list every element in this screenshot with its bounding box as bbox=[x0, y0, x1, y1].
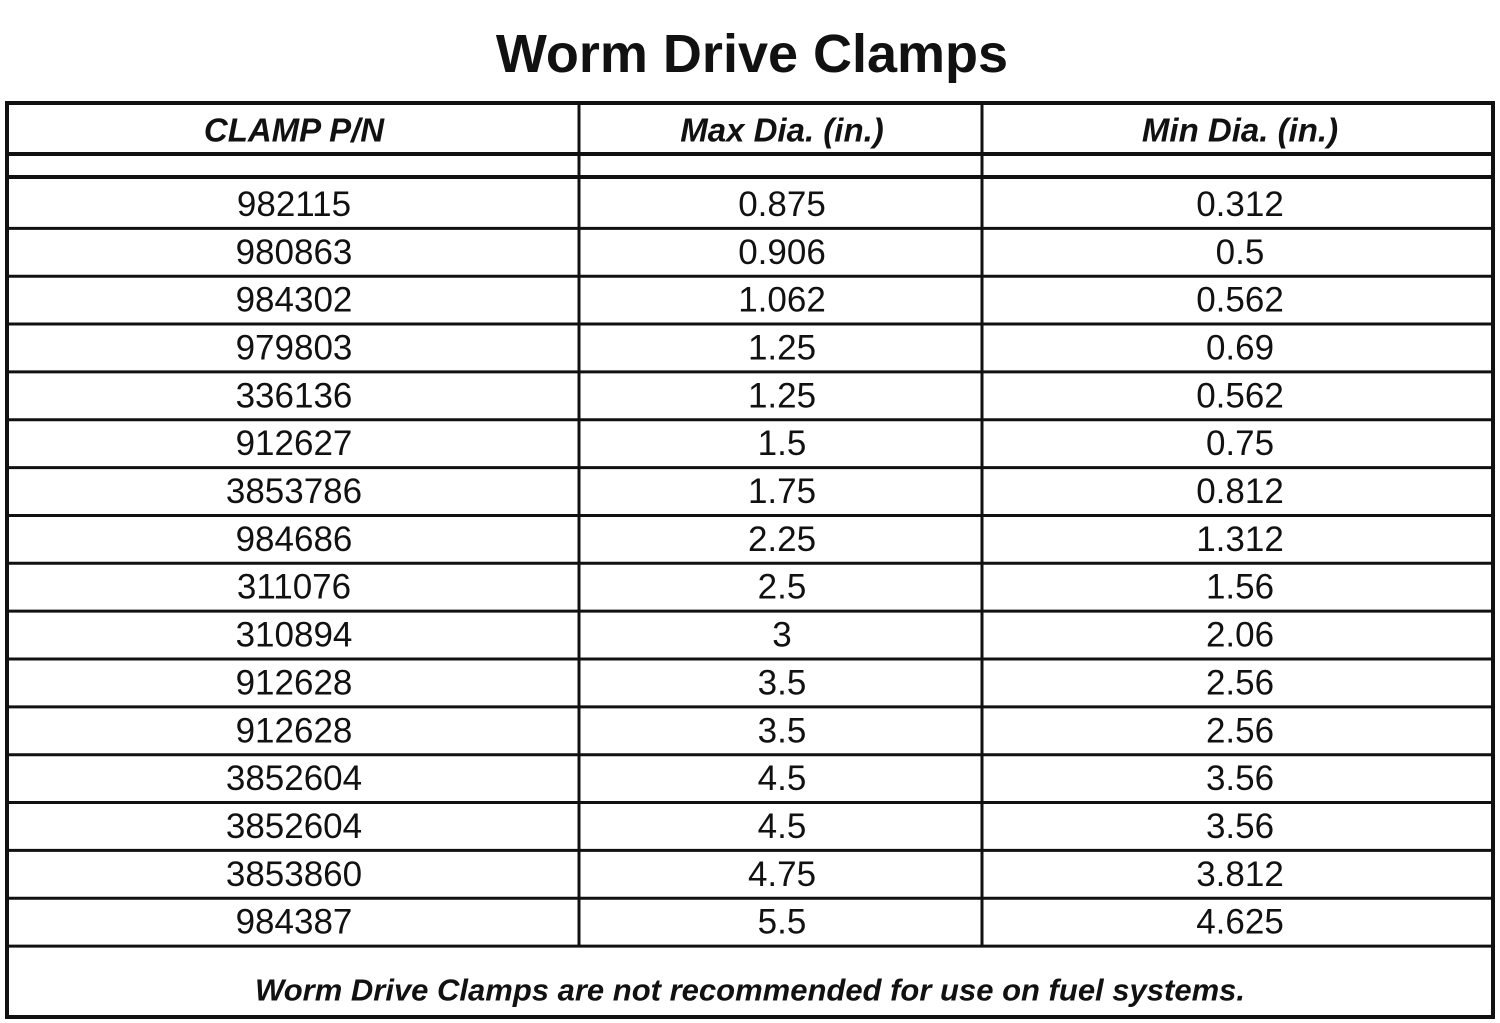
cell: 980863 bbox=[236, 233, 353, 272]
cell: 3853786 bbox=[226, 472, 362, 511]
table-border bbox=[5, 101, 1495, 1019]
cell: 1.25 bbox=[748, 328, 816, 367]
cell: 5.5 bbox=[758, 903, 807, 942]
column-header: CLAMP P/N bbox=[204, 112, 385, 149]
cell: 1.5 bbox=[758, 424, 807, 463]
cell: 0.562 bbox=[1196, 376, 1284, 415]
cell: 310894 bbox=[236, 616, 353, 655]
cell: 3853860 bbox=[226, 855, 362, 894]
cell: 912628 bbox=[236, 711, 353, 750]
cell: 1.56 bbox=[1206, 568, 1274, 607]
cell: 3.56 bbox=[1206, 807, 1274, 846]
column-header: Min Dia. (in.) bbox=[1142, 112, 1338, 149]
cell: 0.875 bbox=[738, 185, 826, 224]
cell: 984302 bbox=[236, 281, 353, 320]
cell: 984387 bbox=[236, 903, 353, 942]
column-header: Max Dia. (in.) bbox=[680, 112, 884, 149]
cell: 1.062 bbox=[738, 281, 826, 320]
cell: 0.69 bbox=[1206, 328, 1274, 367]
cell: 3.56 bbox=[1206, 759, 1274, 798]
cell: 1.312 bbox=[1196, 520, 1284, 559]
cell: 0.5 bbox=[1216, 233, 1265, 272]
cell: 3.5 bbox=[758, 711, 807, 750]
cell: 2.06 bbox=[1206, 616, 1274, 655]
cell: 311076 bbox=[237, 568, 351, 607]
cell: 0.812 bbox=[1196, 472, 1284, 511]
cell: 3 bbox=[772, 616, 791, 655]
cell: 2.25 bbox=[748, 520, 816, 559]
cell: 3.5 bbox=[758, 663, 807, 702]
cell: 2.5 bbox=[758, 568, 807, 607]
cell: 3852604 bbox=[226, 759, 362, 798]
cell: 4.625 bbox=[1196, 903, 1284, 942]
cell: 982115 bbox=[237, 185, 351, 224]
cell: 336136 bbox=[236, 376, 353, 415]
cell: 0.75 bbox=[1206, 424, 1274, 463]
cell: 912627 bbox=[236, 424, 353, 463]
cell: 0.906 bbox=[738, 233, 826, 272]
cell: 3.812 bbox=[1196, 855, 1284, 894]
title: Worm Drive Clamps bbox=[496, 24, 1008, 84]
cell: 0.312 bbox=[1196, 185, 1284, 224]
cell: 2.56 bbox=[1206, 711, 1274, 750]
cell: 979803 bbox=[236, 328, 353, 367]
cell: 984686 bbox=[236, 520, 353, 559]
cell: 1.75 bbox=[748, 472, 816, 511]
cell: 3852604 bbox=[226, 807, 362, 846]
cell: 4.5 bbox=[758, 759, 807, 798]
cell: 4.75 bbox=[748, 855, 816, 894]
cell: 2.56 bbox=[1206, 663, 1274, 702]
footnote: Worm Drive Clamps are not recommended fo… bbox=[255, 973, 1245, 1008]
cell: 0.562 bbox=[1196, 281, 1284, 320]
cell: 1.25 bbox=[748, 376, 816, 415]
cell: 912628 bbox=[236, 663, 353, 702]
cell: 4.5 bbox=[758, 807, 807, 846]
